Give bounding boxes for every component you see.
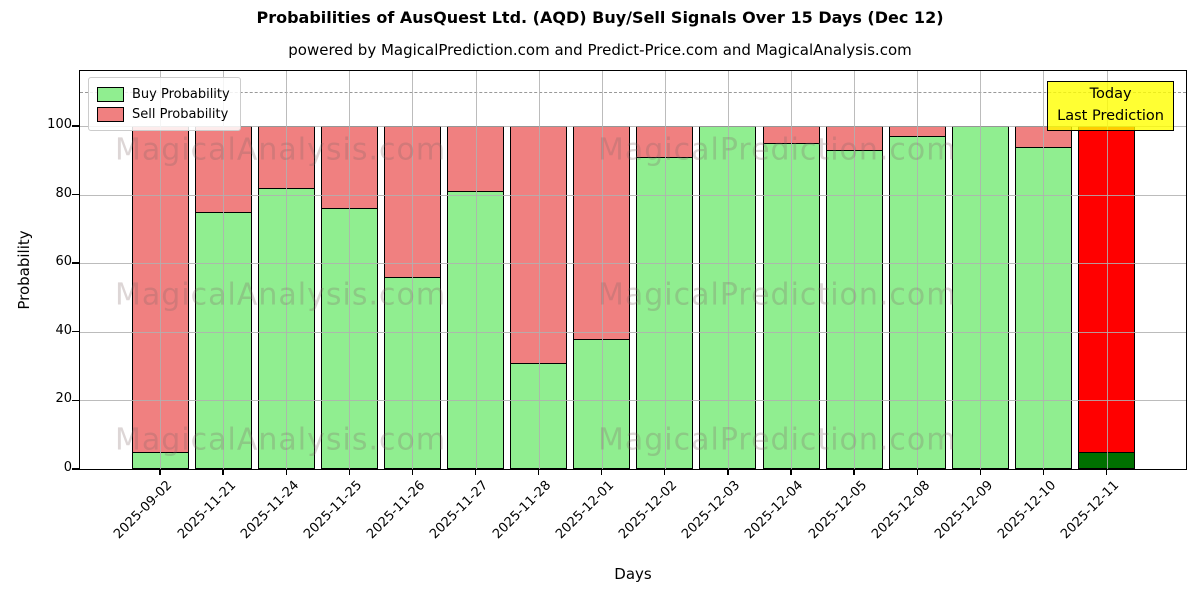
gridline-x-2025-12-08 bbox=[917, 71, 919, 469]
xtick-label-2025-12-02: 2025-12-02 bbox=[616, 478, 681, 543]
gridline-y-80 bbox=[80, 194, 1186, 196]
ytick-label-0: 0 bbox=[63, 460, 72, 475]
xtick-mark-2025-12-01 bbox=[601, 469, 603, 475]
ytick-mark-80 bbox=[72, 193, 79, 196]
chart-subtitle: powered by MagicalPrediction.com and Pre… bbox=[288, 41, 912, 59]
xtick-mark-2025-12-04 bbox=[790, 469, 792, 475]
ytick-mark-60 bbox=[72, 262, 79, 264]
xtick-label-2025-12-09: 2025-12-09 bbox=[931, 478, 996, 543]
gridline-x-2025-11-24 bbox=[286, 71, 288, 469]
xtick-label-2025-12-04: 2025-12-04 bbox=[742, 478, 807, 543]
gridline-x-2025-12-10 bbox=[1043, 71, 1045, 469]
watermark-right-1: MagicalPrediction.com bbox=[598, 132, 957, 168]
xtick-label-2025-12-01: 2025-12-01 bbox=[553, 478, 618, 543]
gridline-x-2025-12-04 bbox=[791, 71, 792, 469]
xtick-label-2025-11-28: 2025-11-28 bbox=[490, 478, 555, 543]
ytick-label-40: 40 bbox=[55, 322, 72, 338]
gridline-y-20 bbox=[80, 400, 1186, 402]
xtick-mark-2025-11-21 bbox=[222, 469, 224, 475]
y-axis-label: Probability bbox=[15, 230, 33, 310]
ytick-mark-40 bbox=[72, 331, 79, 333]
today-annotation: Today Last Prediction bbox=[1047, 81, 1174, 131]
xtick-label-2025-11-21: 2025-11-21 bbox=[174, 478, 239, 543]
ytick-mark-20 bbox=[72, 399, 79, 402]
ytick-label-80: 80 bbox=[55, 185, 72, 201]
legend-label-sell: Sell Probability bbox=[132, 106, 229, 122]
gridline-x-2025-11-25 bbox=[349, 71, 351, 469]
gridline-y-100 bbox=[80, 125, 1186, 127]
xtick-mark-2025-11-26 bbox=[411, 469, 414, 475]
dashed-guideline bbox=[80, 91, 1186, 93]
gridline-x-2025-12-01 bbox=[601, 71, 603, 469]
xtick-mark-2025-12-03 bbox=[727, 469, 729, 475]
ytick-label-60: 60 bbox=[55, 254, 72, 270]
gridline-x-2025-12-03 bbox=[727, 71, 729, 469]
xtick-label-2025-12-11: 2025-12-11 bbox=[1058, 478, 1123, 543]
chart-title: Probabilities of AusQuest Ltd. (AQD) Buy… bbox=[256, 8, 944, 27]
xtick-mark-2025-12-11 bbox=[1105, 469, 1108, 475]
xtick-label-2025-11-25: 2025-11-25 bbox=[300, 478, 365, 543]
watermark-left-1: MagicalAnalysis.com bbox=[115, 132, 447, 168]
gridline-x-2025-12-02 bbox=[664, 71, 666, 469]
xtick-label-2025-11-24: 2025-11-24 bbox=[237, 478, 302, 543]
gridline-x-2025-11-28 bbox=[538, 71, 540, 469]
xtick-mark-2025-09-02 bbox=[159, 469, 161, 475]
gridline-y-60 bbox=[80, 263, 1186, 265]
today-annotation-line1: Today bbox=[1089, 86, 1132, 102]
xtick-mark-2025-12-08 bbox=[916, 469, 918, 475]
xtick-label-2025-11-27: 2025-11-27 bbox=[427, 478, 492, 543]
legend-item-buy: Buy Probability bbox=[97, 84, 230, 104]
watermark-right-2: MagicalPrediction.com bbox=[598, 277, 957, 313]
ytick-mark-0 bbox=[72, 468, 79, 470]
xtick-label-2025-12-05: 2025-12-05 bbox=[805, 478, 870, 543]
xtick-mark-2025-11-28 bbox=[537, 469, 540, 475]
xtick-mark-2025-12-02 bbox=[664, 469, 666, 475]
ytick-mark-100 bbox=[72, 125, 79, 127]
xtick-mark-2025-12-09 bbox=[979, 469, 981, 475]
gridline-x-2025-11-26 bbox=[412, 71, 414, 469]
xtick-mark-2025-11-25 bbox=[348, 469, 350, 475]
xtick-label-2025-12-08: 2025-12-08 bbox=[868, 478, 933, 543]
today-annotation-line2: Last Prediction bbox=[1057, 107, 1164, 124]
xtick-mark-2025-12-05 bbox=[853, 469, 855, 475]
gridline-x-2025-09-02 bbox=[160, 71, 161, 469]
watermark-left-2: MagicalAnalysis.com bbox=[115, 277, 447, 313]
ytick-label-20: 20 bbox=[55, 391, 72, 407]
legend-item-sell: Sell Probability bbox=[97, 104, 230, 124]
ytick-label-100: 100 bbox=[47, 116, 72, 132]
gridline-x-2025-12-05 bbox=[854, 71, 856, 469]
xtick-label-2025-09-02: 2025-09-02 bbox=[111, 478, 176, 543]
xtick-label-2025-12-03: 2025-12-03 bbox=[679, 478, 744, 543]
legend: Buy Probability Sell Probability bbox=[88, 77, 241, 131]
xtick-mark-2025-12-10 bbox=[1042, 469, 1045, 475]
buy-swatch-icon bbox=[97, 86, 124, 102]
watermark-right-3: MagicalPrediction.com bbox=[598, 422, 957, 458]
plot-area: Buy Probability Sell Probability Today L… bbox=[79, 70, 1187, 470]
watermark-left-3: MagicalAnalysis.com bbox=[115, 422, 447, 458]
xtick-mark-2025-11-27 bbox=[474, 469, 477, 475]
gridline-x-2025-11-27 bbox=[475, 71, 477, 469]
x-axis-label: Days bbox=[614, 565, 652, 583]
gridline-y-40 bbox=[80, 331, 1186, 333]
gridline-x-2025-12-11 bbox=[1106, 71, 1108, 469]
gridline-x-2025-11-21 bbox=[223, 71, 225, 469]
gridline-x-2025-12-09 bbox=[980, 71, 982, 469]
xtick-mark-2025-11-24 bbox=[285, 469, 287, 475]
sell-swatch-icon bbox=[97, 106, 124, 122]
legend-label-buy: Buy Probability bbox=[132, 86, 230, 102]
xtick-label-2025-12-10: 2025-12-10 bbox=[994, 478, 1060, 543]
xtick-label-2025-11-26: 2025-11-26 bbox=[363, 478, 429, 543]
